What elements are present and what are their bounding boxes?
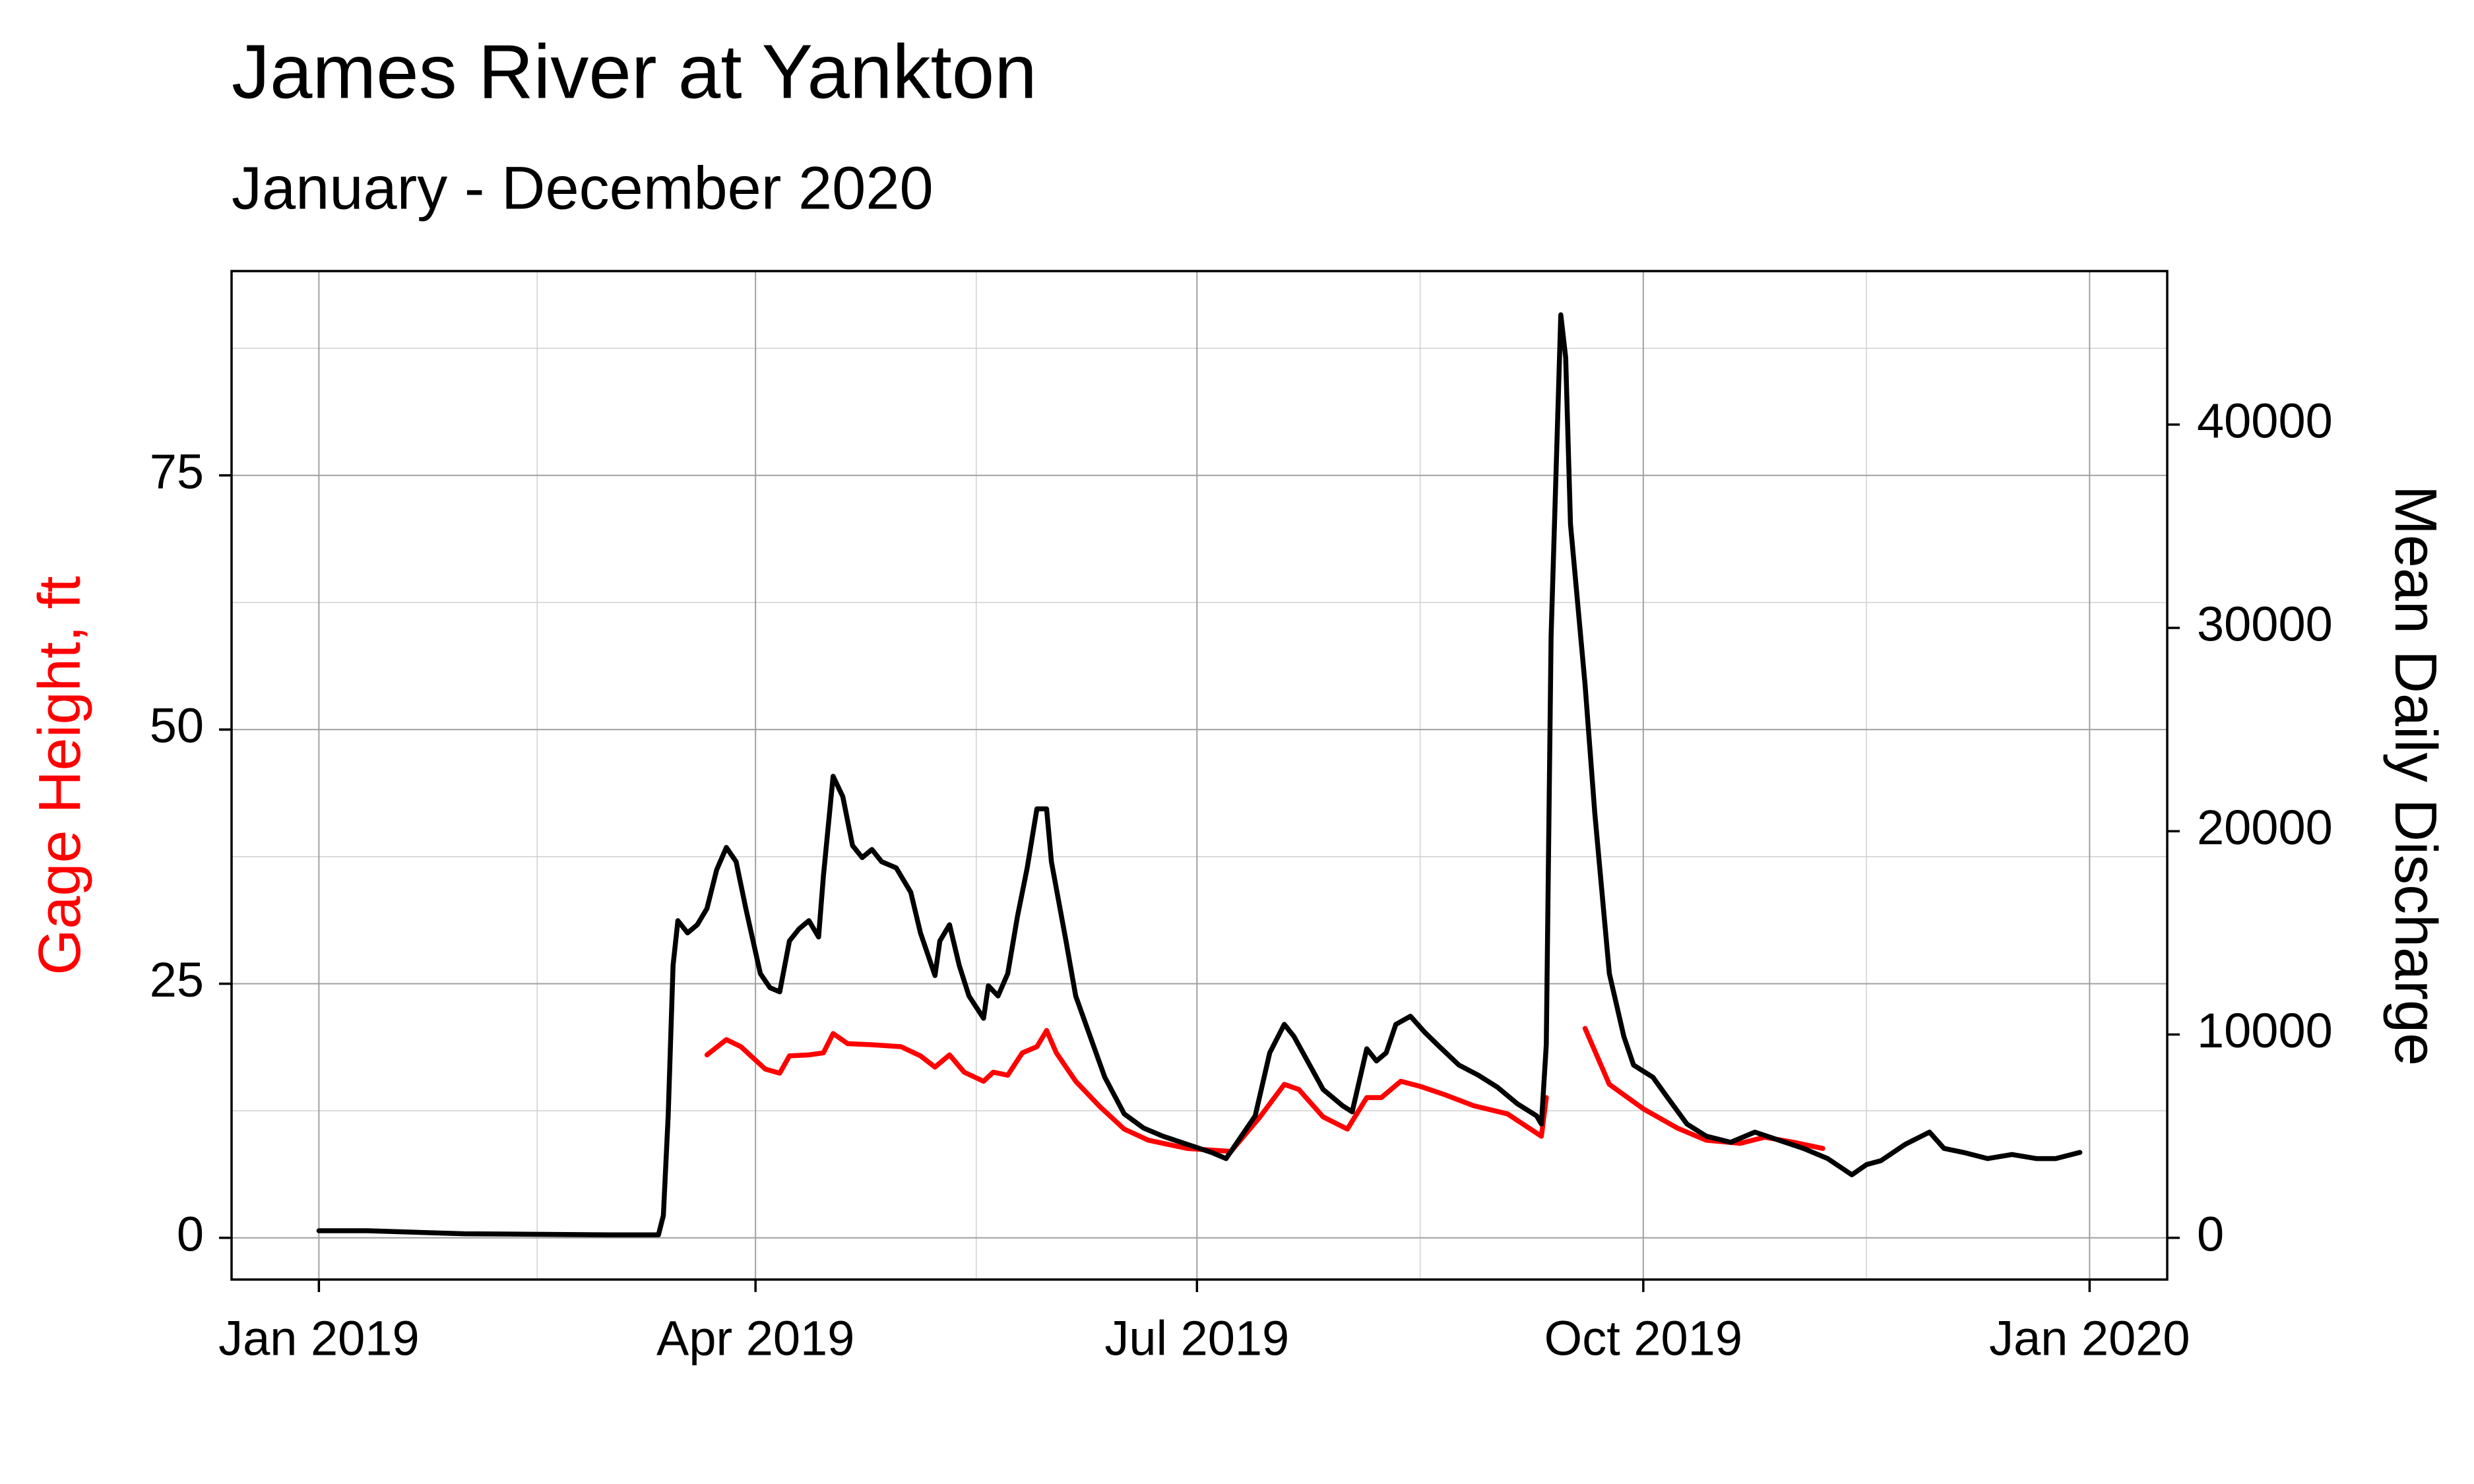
grid xyxy=(232,271,2167,1280)
y-tick-label: 75 xyxy=(150,444,204,499)
lines xyxy=(316,312,2083,1237)
x-tick-label: Jan 2019 xyxy=(218,1311,420,1366)
y2-tick-label: 0 xyxy=(2197,1206,2224,1261)
x-tick-label: Jul 2019 xyxy=(1104,1311,1289,1366)
x-tick-label: Oct 2019 xyxy=(1544,1311,1742,1366)
y2-tick-label: 20000 xyxy=(2197,800,2333,855)
y2-tick-label: 40000 xyxy=(2197,393,2333,448)
chart-subtitle: January - December 2020 xyxy=(232,154,934,222)
y-axis-title: Gage Height, ft xyxy=(27,576,93,975)
y2-tick-label: 30000 xyxy=(2197,597,2333,652)
y2-tick-label: 10000 xyxy=(2197,1003,2333,1058)
x-tick-label: Apr 2019 xyxy=(656,1311,854,1366)
chart-title: James River at Yankton xyxy=(232,29,1037,115)
y-tick-label: 25 xyxy=(150,952,204,1007)
y-tick-label: 0 xyxy=(177,1206,204,1261)
panel-border xyxy=(230,270,2169,1281)
x-tick-label: Jan 2020 xyxy=(1989,1311,2190,1366)
data-line xyxy=(316,312,2083,1237)
y-tick-label: 50 xyxy=(150,698,204,753)
y2-axis-title: Mean Daily Discharge xyxy=(2382,485,2448,1066)
